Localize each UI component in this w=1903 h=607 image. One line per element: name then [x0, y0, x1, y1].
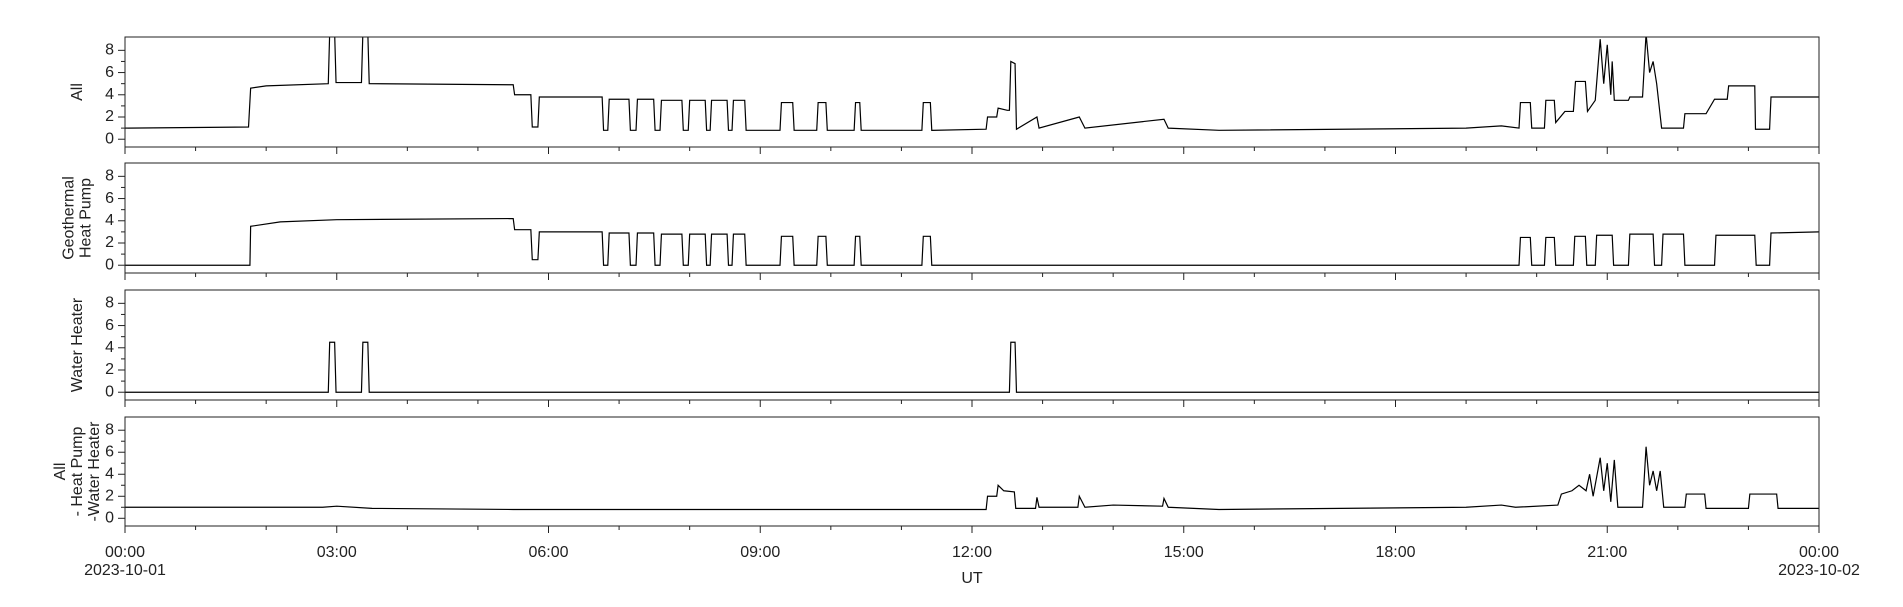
y-axis-label: All: [69, 83, 86, 101]
y-tick-label: 8: [105, 421, 114, 438]
y-tick-label: 0: [105, 510, 114, 527]
plot-frame: [124, 289, 1820, 401]
y-tick-label: 6: [105, 443, 114, 460]
trace: [125, 341, 1819, 393]
y-tick-label: 4: [105, 86, 114, 103]
y-tick-label: 2: [105, 361, 114, 378]
y-tick-label: 6: [105, 317, 114, 334]
y-axis-label: - Heat Pump: [69, 426, 86, 516]
y-tick-label: 2: [105, 108, 114, 125]
y-axis-label: Water Heater: [69, 297, 86, 392]
x-tick-label: 06:00: [528, 544, 568, 561]
y-tick-label: 0: [105, 130, 114, 147]
x-date-label: 2023-10-01: [84, 562, 166, 579]
y-tick-label: 0: [105, 256, 114, 273]
y-tick-label: 4: [105, 465, 114, 482]
y-tick-label: 8: [105, 42, 114, 59]
trace: [125, 446, 1819, 511]
y-tick-label: 4: [105, 212, 114, 229]
x-tick-label: 00:00: [1799, 544, 1839, 561]
x-tick-label: 21:00: [1587, 544, 1627, 561]
trace: [125, 217, 1819, 266]
x-date-label: 2023-10-02: [1778, 562, 1860, 579]
y-tick-label: 0: [105, 383, 114, 400]
y-tick-label: 6: [105, 190, 114, 207]
y-axis-label: Geothermal: [61, 176, 78, 260]
y-tick-label: 8: [105, 168, 114, 185]
x-tick-label: 12:00: [952, 544, 992, 561]
plot-frame: [124, 162, 1820, 274]
plot-frame: [124, 416, 1820, 527]
x-tick-label: 03:00: [317, 544, 357, 561]
y-tick-label: 6: [105, 64, 114, 81]
y-axis-label: Heat Pump: [78, 178, 95, 258]
y-tick-label: 8: [105, 295, 114, 312]
x-tick-label: 18:00: [1375, 544, 1415, 561]
y-axis-label: -Water Heater: [86, 421, 103, 522]
plot-frame: [124, 36, 1820, 148]
y-axis-label: All: [52, 463, 69, 481]
x-tick-label: 15:00: [1164, 544, 1204, 561]
x-axis-label: UT: [961, 570, 983, 587]
trace: [125, 37, 1819, 131]
x-tick-label: 00:00: [105, 544, 145, 561]
y-tick-label: 2: [105, 487, 114, 504]
y-tick-label: 4: [105, 339, 114, 356]
x-tick-label: 09:00: [740, 544, 780, 561]
y-tick-label: 2: [105, 234, 114, 251]
